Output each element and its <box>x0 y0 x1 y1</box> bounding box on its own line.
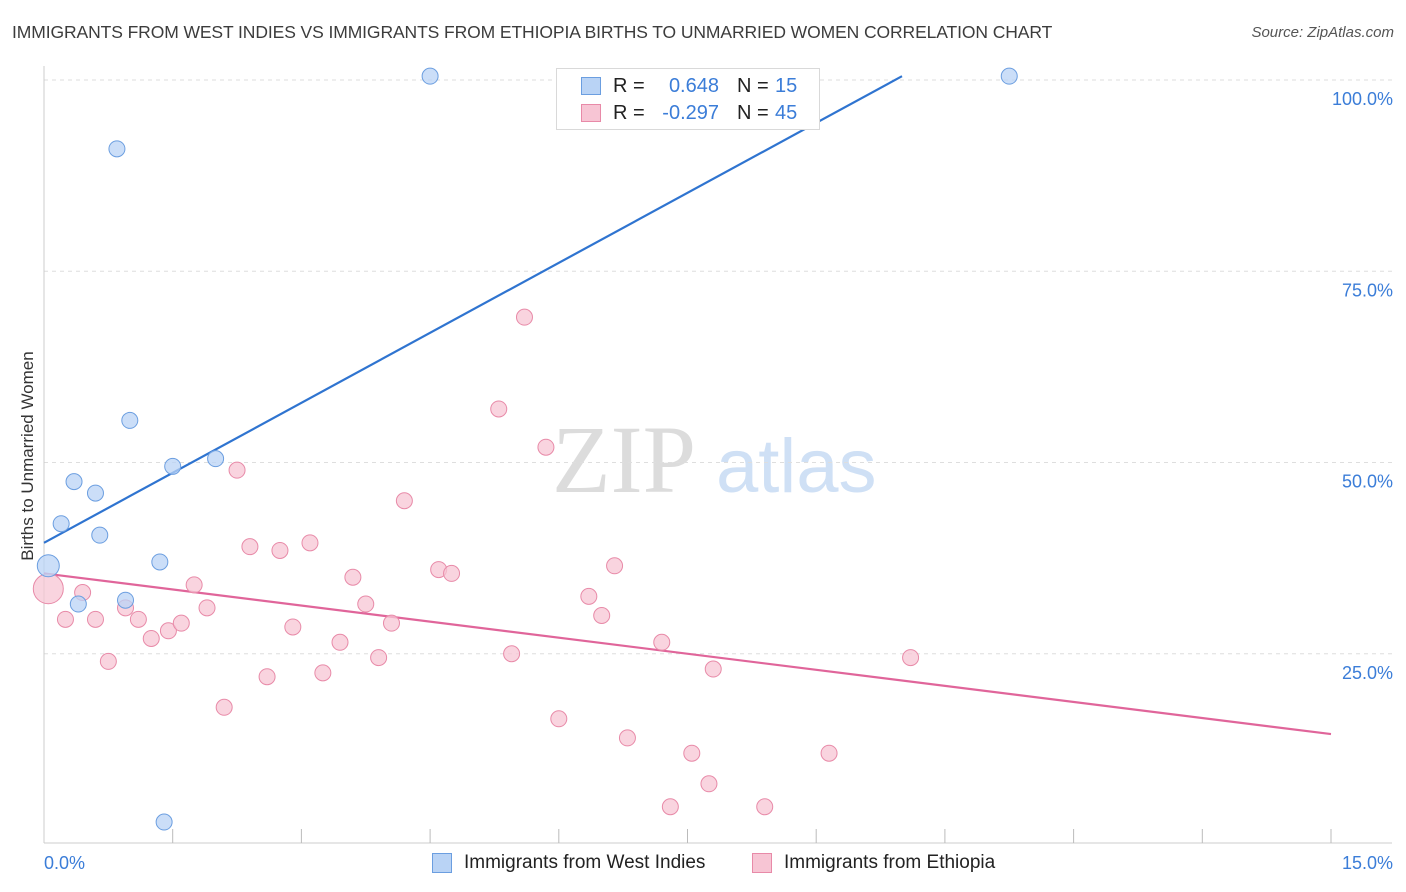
y-tick-label: 50.0% <box>1342 472 1393 492</box>
tick-labels: 25.0% 50.0% 75.0% 100.0% 0.0% 15.0% <box>44 89 1393 873</box>
point-ethiopia <box>490 400 508 418</box>
point-ethiopia <box>550 710 568 728</box>
legend-row-ethiopia: R = -0.297 N = 45 <box>581 101 797 125</box>
point-west-indies <box>117 591 135 609</box>
bottom-legend-ethiopia: Immigrants from Ethiopia <box>752 852 995 874</box>
point-west-indies <box>91 526 109 544</box>
trend-lines <box>43 75 1332 736</box>
point-ethiopia <box>593 607 611 624</box>
point-west-indies <box>52 515 70 533</box>
point-ethiopia <box>99 652 117 670</box>
point-ethiopia <box>653 633 671 651</box>
point-west-indies <box>86 484 104 502</box>
point-ethiopia <box>228 461 246 479</box>
axes <box>43 66 1392 844</box>
bottom-legend-west-indies: Immigrants from West Indies <box>432 852 705 874</box>
point-ethiopia <box>271 541 289 559</box>
point-ethiopia <box>700 775 718 793</box>
point-ethiopia <box>661 798 679 816</box>
point-ethiopia <box>537 438 555 456</box>
point-ethiopia <box>241 538 259 556</box>
data-points <box>32 67 1018 831</box>
bottom-legend-label: Immigrants from West Indies <box>464 852 706 873</box>
legend-n-value: 15 <box>775 74 798 97</box>
point-ethiopia <box>56 610 74 628</box>
point-ethiopia <box>284 618 302 636</box>
point-ethiopia <box>357 595 375 613</box>
bottom-legend-swatch-pink <box>752 853 772 873</box>
point-west-indies <box>164 457 182 475</box>
point-ethiopia <box>618 729 636 747</box>
point-ethiopia <box>142 629 160 647</box>
legend-r-label: R = <box>613 101 645 124</box>
legend-n-label: N = <box>737 74 769 97</box>
legend-n-label: N = <box>737 101 769 124</box>
point-west-indies <box>65 473 83 491</box>
point-ethiopia <box>503 645 521 663</box>
stats-legend: R = 0.648 N = 15 R = -0.297 N = 45 <box>556 68 820 130</box>
point-west-indies <box>207 450 225 468</box>
point-west-indies <box>151 553 169 571</box>
point-ethiopia <box>32 573 64 605</box>
source-label: Source: ZipAtlas.com <box>1251 24 1394 41</box>
point-ethiopia <box>314 664 332 682</box>
point-ethiopia <box>159 622 177 640</box>
bottom-legend-label: Immigrants from Ethiopia <box>784 852 996 873</box>
point-west-indies <box>69 595 87 613</box>
point-ethiopia <box>215 698 233 716</box>
y-tick-label: 75.0% <box>1342 280 1393 300</box>
point-ethiopia <box>370 649 388 667</box>
point-ethiopia <box>172 614 190 632</box>
legend-n-value: 45 <box>775 101 798 124</box>
legend-r-value: 0.648 <box>668 74 719 97</box>
point-ethiopia <box>258 668 276 686</box>
point-ethiopia <box>185 576 203 594</box>
point-ethiopia <box>704 660 722 678</box>
point-ethiopia <box>344 568 362 586</box>
point-ethiopia <box>382 614 400 632</box>
grid <box>44 79 1392 655</box>
point-west-indies <box>36 554 60 578</box>
point-ethiopia <box>301 534 319 552</box>
legend-r-label: R = <box>613 74 645 97</box>
x-tick-label: 0.0% <box>44 853 85 873</box>
bottom-legend-swatch-blue <box>432 853 452 873</box>
y-tick-label: 100.0% <box>1332 89 1393 109</box>
trend-line-west-indies <box>43 75 903 544</box>
point-ethiopia <box>86 610 104 628</box>
point-ethiopia <box>683 744 701 762</box>
chart-title: IMMIGRANTS FROM WEST INDIES VS IMMIGRANT… <box>12 22 1053 42</box>
point-west-indies <box>421 67 439 85</box>
point-west-indies <box>155 813 173 831</box>
legend-swatch-pink <box>581 104 601 122</box>
point-west-indies <box>1000 67 1018 85</box>
legend-r-value: -0.297 <box>662 101 719 124</box>
point-ethiopia <box>198 599 216 617</box>
trend-line-ethiopia <box>43 572 1332 736</box>
point-ethiopia <box>580 587 598 605</box>
point-ethiopia <box>820 744 838 762</box>
watermark-atlas: atlas <box>716 424 877 509</box>
legend-swatch-blue <box>581 77 601 95</box>
point-ethiopia <box>902 649 920 667</box>
x-tick-label: 15.0% <box>1342 853 1393 873</box>
point-ethiopia <box>129 610 147 628</box>
point-ethiopia <box>515 308 533 326</box>
legend-row-west-indies: R = 0.648 N = 15 <box>581 74 797 98</box>
point-west-indies <box>108 140 126 158</box>
point-ethiopia <box>443 564 461 582</box>
point-west-indies <box>121 411 139 429</box>
point-ethiopia <box>756 798 774 816</box>
point-ethiopia <box>606 557 624 575</box>
y-tick-label: 25.0% <box>1342 663 1393 683</box>
watermark-zip: ZIP <box>552 406 696 513</box>
point-ethiopia <box>331 633 349 651</box>
point-ethiopia <box>395 492 413 510</box>
